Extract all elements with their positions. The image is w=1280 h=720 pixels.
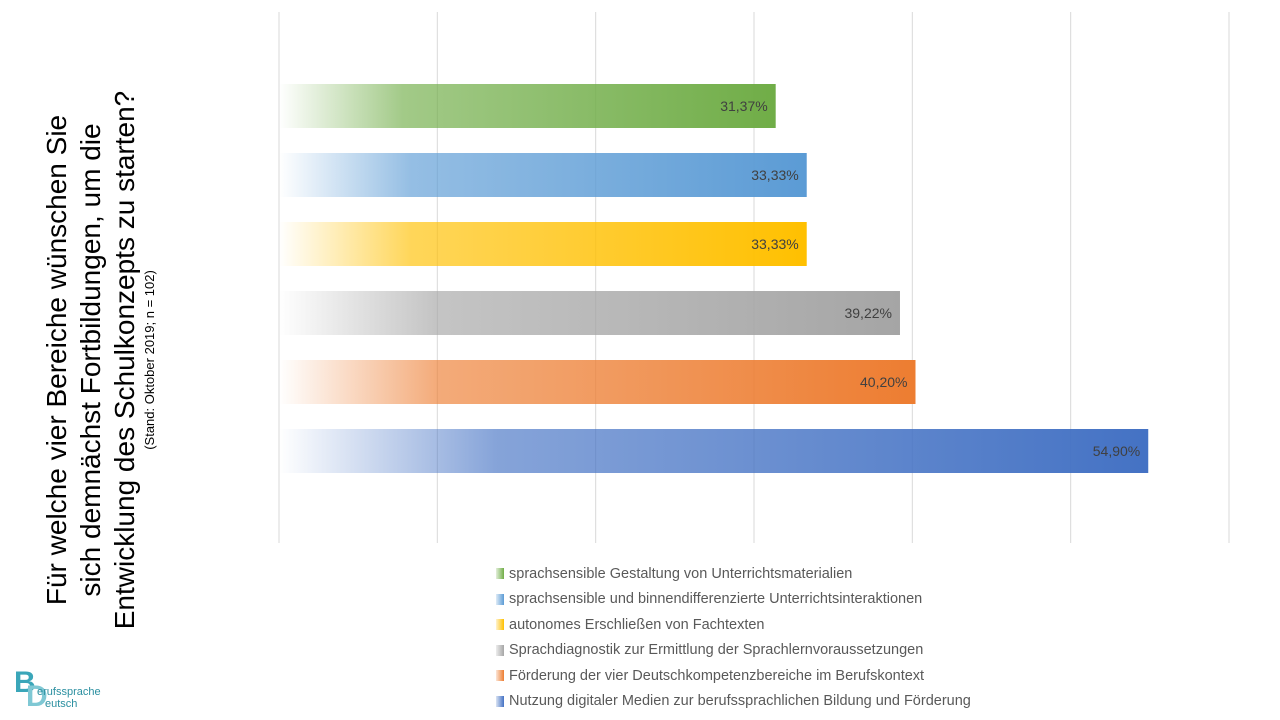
data-label-6: 54,90%	[1093, 443, 1140, 459]
legend-swatch	[496, 695, 504, 707]
legend-label: sprachsensible Gestaltung von Unterricht…	[509, 565, 853, 582]
logo-letter-d: D	[26, 680, 48, 713]
legend-swatch	[496, 670, 504, 682]
bar-1	[279, 84, 776, 128]
legend-item-4: Sprachdiagnostik zur Ermittlung der Spra…	[496, 638, 1096, 664]
logo-text-1: erufssprache	[37, 686, 101, 698]
bar-6	[279, 429, 1149, 473]
legend-label: autonomes Erschließen von Fachtexten	[509, 616, 765, 633]
legend-label: Förderung der vier Deutschkompetenzberei…	[509, 667, 925, 684]
legend-swatch	[496, 593, 504, 605]
logo-text-2: eutsch	[45, 698, 78, 710]
data-label-1: 31,37%	[720, 98, 767, 114]
legend-item-2: sprachsensible und binnendifferenzierte …	[496, 587, 1096, 613]
legend-swatch	[496, 568, 504, 580]
logo: B D erufssprache eutsch	[12, 668, 122, 712]
legend-label: Nutzung digitaler Medien zur berufssprac…	[509, 693, 971, 710]
data-label-3: 33,33%	[751, 236, 798, 252]
data-labels: 31,37% 33,33% 33,33% 39,22% 40,20% 54,90%	[720, 98, 1140, 459]
data-label-5: 40,20%	[860, 374, 907, 390]
bar-5	[279, 360, 916, 404]
legend-swatch	[496, 619, 504, 631]
legend-item-1: sprachsensible Gestaltung von Unterricht…	[496, 561, 1096, 587]
legend-swatch	[496, 644, 504, 656]
bar-3	[279, 222, 807, 266]
bar-chart: 31,37% 33,33% 33,33% 39,22% 40,20% 54,90%	[278, 12, 1230, 543]
legend-item-5: Förderung der vier Deutschkompetenzberei…	[496, 663, 1096, 689]
bar-2	[279, 153, 807, 197]
bar-4	[279, 291, 900, 335]
legend-label: sprachsensible und binnendifferenzierte …	[509, 591, 923, 608]
legend-label: Sprachdiagnostik zur Ermittlung der Spra…	[509, 642, 924, 659]
bars	[279, 84, 1149, 473]
legend-item-6: Nutzung digitaler Medien zur berufssprac…	[496, 689, 1096, 715]
logo-letter-b: B	[14, 666, 36, 699]
data-label-2: 33,33%	[751, 167, 798, 183]
legend: sprachsensible Gestaltung von Unterricht…	[496, 561, 1096, 714]
legend-item-3: autonomes Erschließen von Fachtexten	[496, 612, 1096, 638]
data-label-4: 39,22%	[844, 305, 891, 321]
